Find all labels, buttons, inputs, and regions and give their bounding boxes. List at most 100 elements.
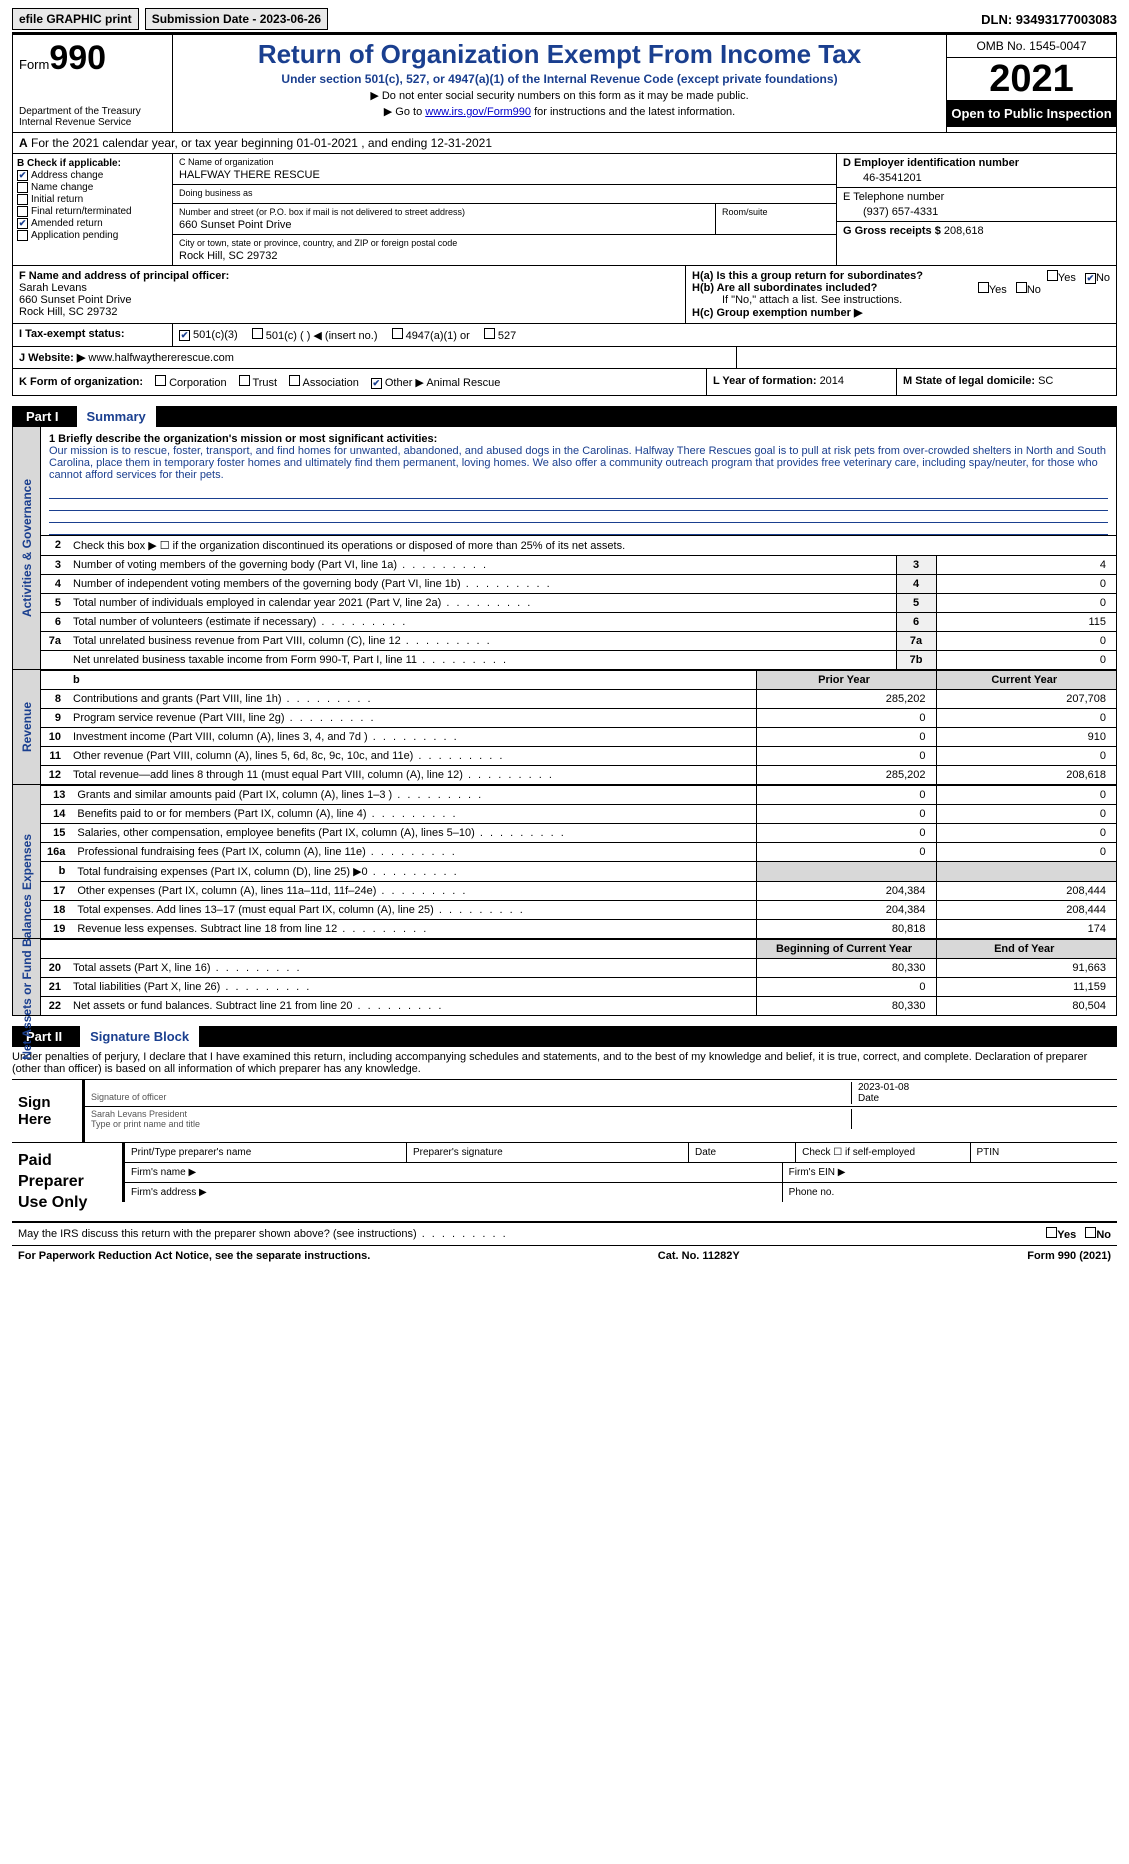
row-desc: Total number of volunteers (estimate if … bbox=[67, 613, 896, 632]
row-val: 0 bbox=[936, 632, 1116, 651]
curr-val: 0 bbox=[936, 747, 1116, 766]
row-num: 19 bbox=[41, 920, 71, 939]
date-label: Date bbox=[858, 1093, 879, 1104]
prior-val: 80,818 bbox=[756, 920, 936, 939]
row-val: 115 bbox=[936, 613, 1116, 632]
omb-number: OMB No. 1545-0047 bbox=[947, 35, 1116, 58]
row-key: 3 bbox=[896, 556, 936, 575]
k-opt-2[interactable] bbox=[289, 375, 300, 386]
l-label: L Year of formation: bbox=[713, 375, 820, 387]
instruction-1: ▶ Do not enter social security numbers o… bbox=[181, 89, 938, 102]
irs-link[interactable]: www.irs.gov/Form990 bbox=[425, 106, 531, 118]
hb-yes[interactable] bbox=[978, 282, 989, 293]
ha-label: H(a) Is this a group return for subordin… bbox=[692, 270, 923, 282]
paperwork-notice: For Paperwork Reduction Act Notice, see … bbox=[18, 1250, 370, 1262]
org-name: HALFWAY THERE RESCUE bbox=[179, 167, 830, 181]
k-opt-0[interactable] bbox=[155, 375, 166, 386]
cat-no: Cat. No. 11282Y bbox=[658, 1250, 740, 1262]
part2-header: Part II Signature Block bbox=[12, 1026, 1117, 1047]
row-desc: Number of voting members of the governin… bbox=[67, 556, 896, 575]
row-num: 12 bbox=[41, 766, 67, 785]
expenses-section: Expenses 13Grants and similar amounts pa… bbox=[12, 785, 1117, 939]
status-opt-2[interactable] bbox=[392, 328, 403, 339]
part1-header: Part I Summary bbox=[12, 406, 1117, 427]
netassets-section: Net Assets or Fund Balances Beginning of… bbox=[12, 939, 1117, 1016]
hb-label: H(b) Are all subordinates included? bbox=[692, 282, 877, 294]
prior-val bbox=[756, 862, 936, 882]
check-address-change[interactable] bbox=[17, 170, 28, 181]
check-initial-return[interactable] bbox=[17, 194, 28, 205]
j-label: J Website: ▶ bbox=[19, 352, 85, 364]
ha-yes[interactable] bbox=[1047, 270, 1058, 281]
paid-preparer-section: Paid Preparer Use Only Print/Type prepar… bbox=[12, 1143, 1117, 1223]
row-val: 0 bbox=[936, 594, 1116, 613]
row-num: 5 bbox=[41, 594, 67, 613]
mission-label: 1 Briefly describe the organization's mi… bbox=[49, 433, 1108, 445]
submission-date-button[interactable]: Submission Date - 2023-06-26 bbox=[145, 8, 328, 30]
row-desc: Revenue less expenses. Subtract line 18 … bbox=[71, 920, 756, 939]
row-desc: Benefits paid to or for members (Part IX… bbox=[71, 805, 756, 824]
firm-ein-label: Firm's EIN ▶ bbox=[782, 1163, 1117, 1182]
check-application-pending[interactable] bbox=[17, 230, 28, 241]
curr-val bbox=[936, 862, 1116, 882]
check-label: Address change bbox=[31, 170, 103, 181]
dba-value bbox=[179, 198, 830, 200]
domicile-state: SC bbox=[1038, 375, 1053, 387]
form-title: Return of Organization Exempt From Incom… bbox=[181, 39, 938, 70]
sign-here-label: Sign Here bbox=[12, 1080, 82, 1142]
discuss-no[interactable] bbox=[1085, 1227, 1096, 1238]
curr-val: 0 bbox=[936, 786, 1116, 805]
dept-treasury: Department of the Treasury bbox=[19, 106, 166, 117]
pp-name-label: Print/Type preparer's name bbox=[122, 1143, 406, 1162]
row-desc: Total revenue—add lines 8 through 11 (mu… bbox=[67, 766, 756, 785]
check-label: Final return/terminated bbox=[31, 206, 132, 217]
efile-print-button[interactable]: efile GRAPHIC print bbox=[12, 8, 139, 30]
year-formation: 2014 bbox=[820, 375, 844, 387]
row-val: 0 bbox=[936, 575, 1116, 594]
section-i: I Tax-exempt status: 501(c)(3) 501(c) ( … bbox=[12, 324, 1117, 347]
k-opt-1[interactable] bbox=[239, 375, 250, 386]
mission-text: Our mission is to rescue, foster, transp… bbox=[49, 445, 1108, 481]
row-key: 4 bbox=[896, 575, 936, 594]
side-activities: Activities & Governance bbox=[20, 479, 34, 617]
beg-val: 80,330 bbox=[756, 959, 936, 978]
end-year-hdr: End of Year bbox=[936, 940, 1116, 959]
governance-section: Activities & Governance 1 Briefly descri… bbox=[12, 427, 1117, 670]
prior-val: 285,202 bbox=[756, 766, 936, 785]
side-net: Net Assets or Fund Balances bbox=[20, 894, 34, 1060]
prior-val: 204,384 bbox=[756, 882, 936, 901]
row-num: 21 bbox=[41, 978, 67, 997]
tax-year: 2021 bbox=[947, 58, 1116, 100]
beg-val: 80,330 bbox=[756, 997, 936, 1016]
b-header: B Check if applicable: bbox=[17, 158, 168, 169]
row-num: 3 bbox=[41, 556, 67, 575]
prior-val: 0 bbox=[756, 747, 936, 766]
check-amended-return[interactable] bbox=[17, 218, 28, 229]
prior-val: 0 bbox=[756, 728, 936, 747]
check-name-change[interactable] bbox=[17, 182, 28, 193]
discuss-yes[interactable] bbox=[1046, 1227, 1057, 1238]
part2-title: Signature Block bbox=[80, 1026, 199, 1047]
addr-label: Number and street (or P.O. box if mail i… bbox=[179, 207, 709, 217]
row-desc: Professional fundraising fees (Part IX, … bbox=[71, 843, 756, 862]
e-label: E Telephone number bbox=[843, 191, 1110, 203]
row-val: 0 bbox=[936, 651, 1116, 670]
phone-label: Phone no. bbox=[782, 1183, 1117, 1202]
status-opt-3[interactable] bbox=[484, 328, 495, 339]
row-desc: Total number of individuals employed in … bbox=[67, 594, 896, 613]
status-opt-0[interactable] bbox=[179, 330, 190, 341]
ha-no[interactable] bbox=[1085, 273, 1096, 284]
sign-here-row: Sign Here Signature of officer 2023-01-0… bbox=[12, 1080, 1117, 1143]
check-label: Initial return bbox=[31, 194, 83, 205]
irs-label: Internal Revenue Service bbox=[19, 117, 166, 128]
status-opt-1[interactable] bbox=[252, 328, 263, 339]
row-num: 9 bbox=[41, 709, 67, 728]
form-ref: Form 990 (2021) bbox=[1027, 1250, 1111, 1262]
k-opt-3[interactable] bbox=[371, 378, 382, 389]
discuss-text: May the IRS discuss this return with the… bbox=[18, 1228, 508, 1240]
hb-no[interactable] bbox=[1016, 282, 1027, 293]
check-final-return/terminated[interactable] bbox=[17, 206, 28, 217]
section-fh: F Name and address of principal officer:… bbox=[12, 266, 1117, 324]
addr-value: 660 Sunset Point Drive bbox=[179, 217, 709, 231]
row-desc: Total expenses. Add lines 13–17 (must eq… bbox=[71, 901, 756, 920]
